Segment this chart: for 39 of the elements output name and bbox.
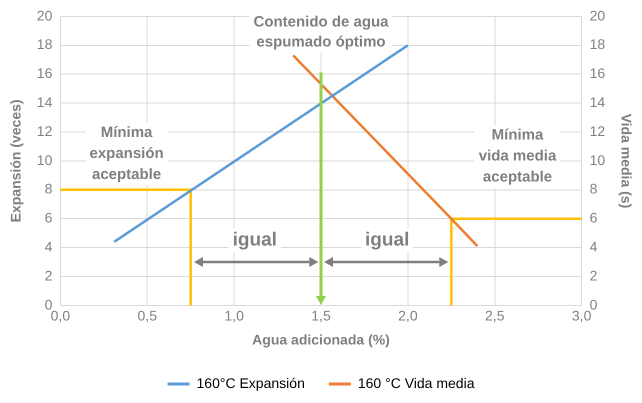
y-tick-label: 20 xyxy=(36,7,53,24)
y-tick-label: 10 xyxy=(36,152,53,168)
y2-tick-label: 4 xyxy=(590,238,598,254)
legend-label: 160°C Expansión xyxy=(196,374,305,391)
y2-tick-label: 18 xyxy=(590,36,606,52)
y-tick-label: 0 xyxy=(44,296,53,312)
y-tick-label: 14 xyxy=(36,94,53,110)
y-tick-label: 4 xyxy=(44,238,53,254)
y2-tick-label: 16 xyxy=(590,65,606,82)
x-tick-label: 2,5 xyxy=(485,308,505,324)
y2-tick-label: 12 xyxy=(590,122,606,139)
y-tick-label: 16 xyxy=(36,65,53,82)
y2-tick-label: 6 xyxy=(590,210,598,226)
x-tick-label: 1,0 xyxy=(224,308,244,324)
y-tick-label: 6 xyxy=(44,210,53,226)
y-axis-title: Expansión (veces) xyxy=(7,99,24,222)
y2-axis-title: Vida media (s) xyxy=(618,114,635,208)
annotation: igual xyxy=(365,230,410,251)
x-tick-label: 0,5 xyxy=(138,308,158,324)
y2-tick-label: 10 xyxy=(590,152,606,168)
x-axis-title: Agua adicionada (%) xyxy=(252,331,390,348)
y-tick-label: 12 xyxy=(36,122,53,139)
y-tick-label: 2 xyxy=(44,267,53,284)
y2-tick-label: 8 xyxy=(590,180,598,197)
x-tick-label: 0,0 xyxy=(50,308,70,324)
x-tick-label: 2,0 xyxy=(398,308,418,324)
y2-tick-label: 14 xyxy=(590,94,606,110)
y-tick-label: 18 xyxy=(36,36,53,52)
y-tick-label: 8 xyxy=(44,180,53,197)
y2-tick-label: 2 xyxy=(590,267,598,284)
annotation: Mínima expansión aceptable xyxy=(89,124,164,183)
y2-tick-label: 0 xyxy=(590,296,598,312)
annotation: Mínima vida media aceptable xyxy=(478,126,557,186)
y2-tick-label: 20 xyxy=(590,7,606,24)
legend-label: 160 °C Vida media xyxy=(358,374,475,391)
ref-line-label: Contenido de agua espumado óptimo xyxy=(254,14,390,51)
x-tick-label: 3,0 xyxy=(572,308,592,324)
annotation: igual xyxy=(232,230,277,251)
x-tick-label: 1,5 xyxy=(311,308,331,324)
